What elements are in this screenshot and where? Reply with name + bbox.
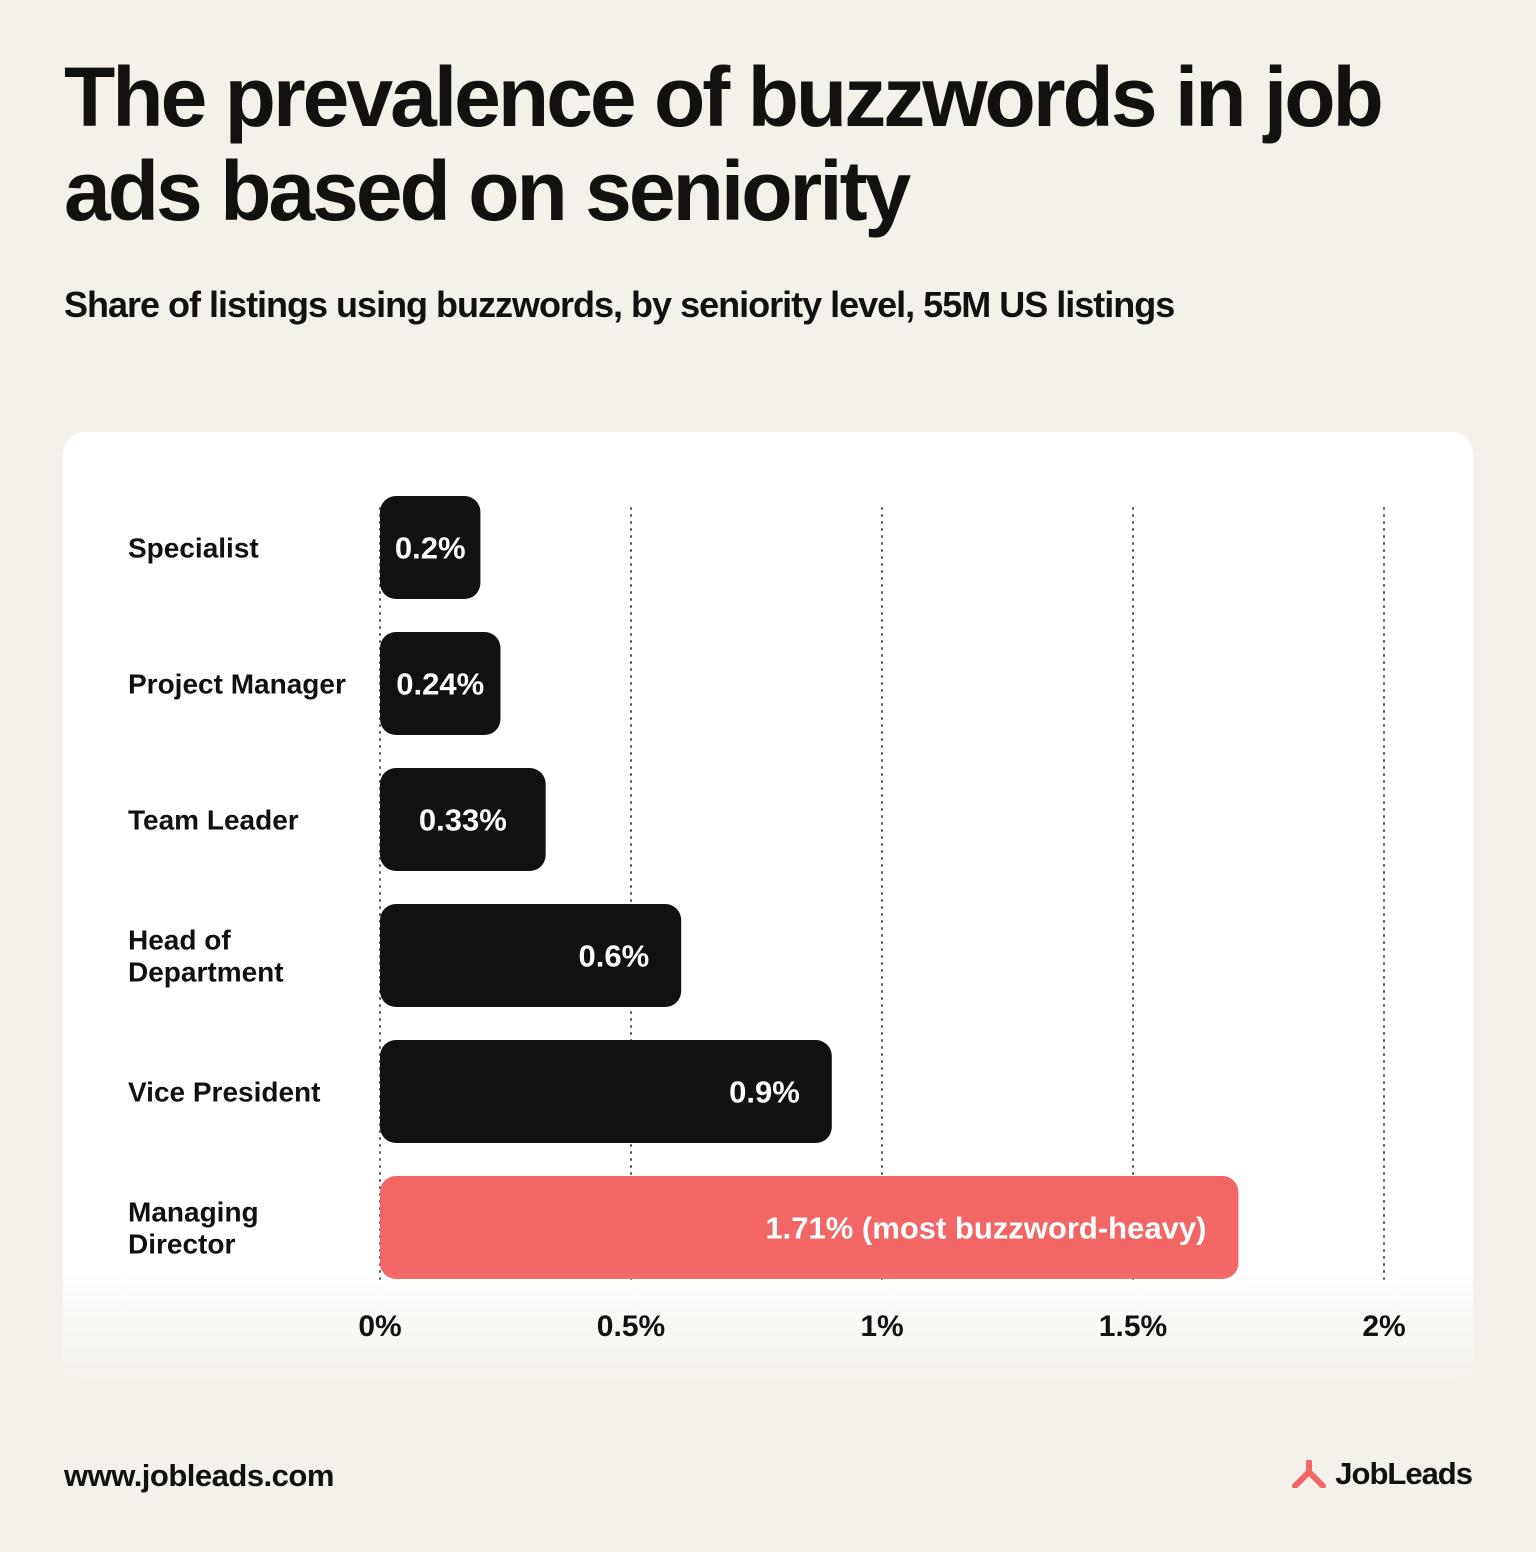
- x-tick-label: 0.5%: [597, 1310, 665, 1343]
- bar-highlight: [380, 1176, 1239, 1279]
- category-label: Managing Director: [128, 1197, 259, 1260]
- x-tick-label: 0%: [358, 1310, 401, 1343]
- bar: [380, 1040, 832, 1143]
- x-tick-label: 1.5%: [1099, 1310, 1167, 1343]
- category-label: Vice President: [128, 1077, 320, 1108]
- bar: [380, 768, 546, 871]
- data-label: 0.9%: [729, 1075, 800, 1110]
- data-label: 0.6%: [579, 939, 650, 974]
- card-bottom-fade: [63, 1272, 1473, 1382]
- chart-card: 0% 0.5% 1% 1.5% 2% Specialist 0.2% Project Mana…: [63, 432, 1473, 1382]
- category-label: Project Manager: [128, 669, 346, 700]
- data-label: 0.33%: [419, 803, 507, 838]
- data-label: 0.24%: [396, 667, 484, 702]
- category-label: Specialist: [128, 533, 259, 564]
- category-label: Head of Department: [128, 925, 284, 988]
- page-title: The prevalence of buzzwords in job ads b…: [64, 50, 1384, 238]
- bar-chart: 0% 0.5% 1% 1.5% 2% Specialist 0.2% Project Mana…: [63, 496, 1473, 1382]
- bar: [380, 496, 481, 599]
- category-label: Team Leader: [128, 805, 299, 836]
- footer-url[interactable]: www.jobleads.com: [64, 1458, 334, 1493]
- jobleads-logo-icon: [1292, 1460, 1327, 1488]
- bar: [380, 632, 501, 735]
- page-subtitle: Share of listings using buzzwords, by se…: [64, 284, 1175, 325]
- brand-name: JobLeads: [1335, 1456, 1473, 1491]
- x-tick-label: 1%: [860, 1310, 903, 1343]
- data-label: 1.71% (most buzzword-heavy): [765, 1211, 1206, 1246]
- data-label: 0.2%: [395, 531, 466, 566]
- brand-logo: JobLeads: [1291, 1456, 1473, 1492]
- x-tick-label: 2%: [1362, 1310, 1405, 1343]
- bar: [380, 904, 682, 1007]
